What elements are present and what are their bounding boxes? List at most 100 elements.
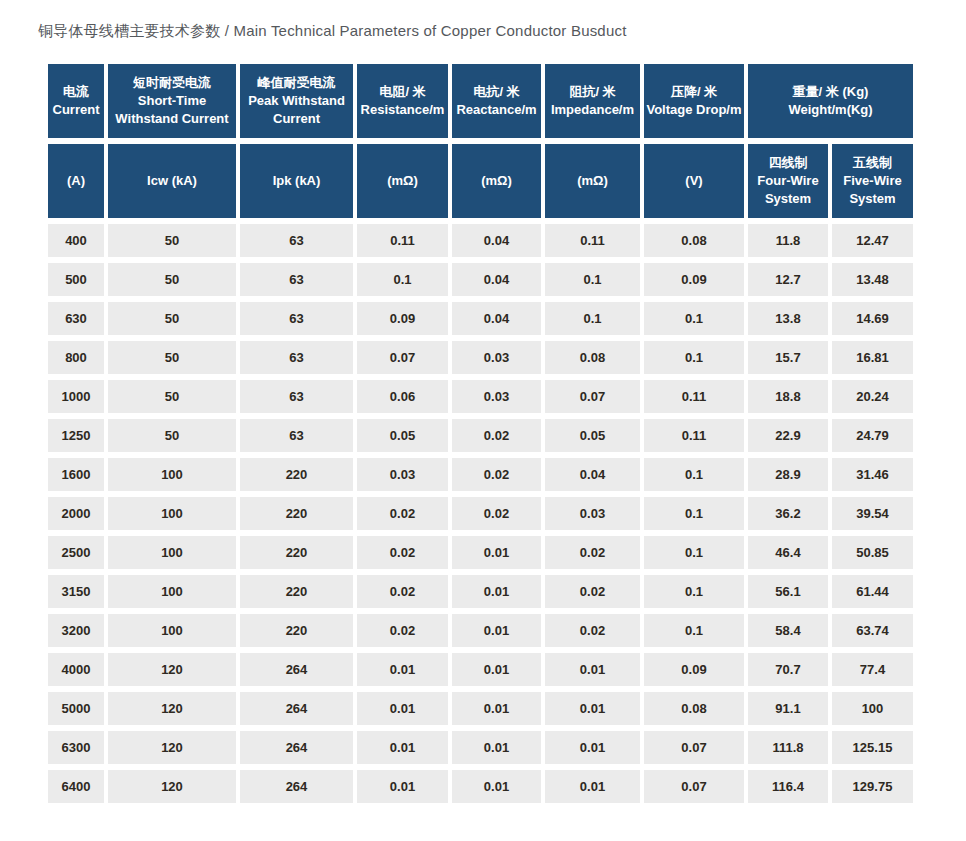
- header-voltage-drop-per-m: 压降/ 米Voltage Drop/m: [644, 64, 744, 138]
- cell-impedance-milliohm: 0.02: [545, 614, 640, 647]
- cell-voltage-drop-volts: 0.1: [644, 536, 744, 569]
- table-row: 40050630.110.040.110.0811.812.47: [48, 224, 913, 257]
- cell-five-wire-system: 39.54: [832, 497, 913, 530]
- cell-resistance-milliohm: 0.01: [357, 692, 448, 725]
- cell-unit-amps: 6300: [48, 731, 104, 764]
- cell-unit-amps: 800: [48, 341, 104, 374]
- cell-five-wire-system: 24.79: [832, 419, 913, 452]
- cell-five-wire-system: 16.81: [832, 341, 913, 374]
- cell-four-wire-system: 56.1: [748, 575, 828, 608]
- cell-icw-ka: 120: [108, 770, 236, 803]
- header-resistance-milliohm: (mΩ): [357, 144, 448, 218]
- cell-voltage-drop-volts: 0.1: [644, 341, 744, 374]
- cell-ipk-ka: 220: [240, 536, 353, 569]
- cell-four-wire-system: 28.9: [748, 458, 828, 491]
- cell-ipk-ka: 63: [240, 263, 353, 296]
- cell-five-wire-system: 129.75: [832, 770, 913, 803]
- cell-unit-amps: 4000: [48, 653, 104, 686]
- cell-reactance-milliohm: 0.01: [452, 731, 541, 764]
- cell-impedance-milliohm: 0.02: [545, 575, 640, 608]
- table-row: 64001202640.010.010.010.07116.4129.75: [48, 770, 913, 803]
- cell-voltage-drop-volts: 0.1: [644, 458, 744, 491]
- cell-resistance-milliohm: 0.07: [357, 341, 448, 374]
- cell-icw-ka: 100: [108, 575, 236, 608]
- cell-icw-ka: 100: [108, 614, 236, 647]
- cell-unit-amps: 400: [48, 224, 104, 257]
- cell-impedance-milliohm: 0.01: [545, 653, 640, 686]
- cell-impedance-milliohm: 0.05: [545, 419, 640, 452]
- cell-impedance-milliohm: 0.08: [545, 341, 640, 374]
- cell-ipk-ka: 63: [240, 419, 353, 452]
- cell-four-wire-system: 12.7: [748, 263, 828, 296]
- cell-impedance-milliohm: 0.01: [545, 731, 640, 764]
- cell-ipk-ka: 220: [240, 575, 353, 608]
- cell-ipk-ka: 264: [240, 770, 353, 803]
- header-short-time-withstand-current: 短时耐受电流Short-TimeWithstand Current: [108, 64, 236, 138]
- table-row: 63050630.090.040.10.113.814.69: [48, 302, 913, 335]
- cell-impedance-milliohm: 0.01: [545, 692, 640, 725]
- header-impedance-per-m: 阻抗/ 米Impedance/m: [545, 64, 640, 138]
- cell-four-wire-system: 13.8: [748, 302, 828, 335]
- cell-five-wire-system: 13.48: [832, 263, 913, 296]
- cell-five-wire-system: 31.46: [832, 458, 913, 491]
- cell-ipk-ka: 264: [240, 692, 353, 725]
- cell-icw-ka: 120: [108, 692, 236, 725]
- cell-voltage-drop-volts: 0.07: [644, 731, 744, 764]
- cell-voltage-drop-volts: 0.09: [644, 653, 744, 686]
- cell-voltage-drop-volts: 0.11: [644, 419, 744, 452]
- cell-voltage-drop-volts: 0.07: [644, 770, 744, 803]
- cell-ipk-ka: 264: [240, 653, 353, 686]
- cell-reactance-milliohm: 0.04: [452, 263, 541, 296]
- table-body: 40050630.110.040.110.0811.812.4750050630…: [48, 224, 913, 803]
- cell-ipk-ka: 220: [240, 497, 353, 530]
- cell-ipk-ka: 264: [240, 731, 353, 764]
- cell-voltage-drop-volts: 0.1: [644, 497, 744, 530]
- cell-ipk-ka: 63: [240, 341, 353, 374]
- table-row: 16001002200.030.020.040.128.931.46: [48, 458, 913, 491]
- busduct-parameters-table: 电流Current短时耐受电流Short-TimeWithstand Curre…: [44, 58, 917, 809]
- header-four-wire-system: 四线制Four-WireSystem: [748, 144, 828, 218]
- header-resistance-per-m: 电阻/ 米Resistance/m: [357, 64, 448, 138]
- cell-five-wire-system: 12.47: [832, 224, 913, 257]
- header-impedance-milliohm: (mΩ): [545, 144, 640, 218]
- cell-unit-amps: 5000: [48, 692, 104, 725]
- cell-resistance-milliohm: 0.02: [357, 497, 448, 530]
- cell-resistance-milliohm: 0.02: [357, 575, 448, 608]
- cell-unit-amps: 3150: [48, 575, 104, 608]
- cell-five-wire-system: 100: [832, 692, 913, 725]
- cell-reactance-milliohm: 0.03: [452, 380, 541, 413]
- cell-unit-amps: 2000: [48, 497, 104, 530]
- cell-impedance-milliohm: 0.03: [545, 497, 640, 530]
- header-row-2: (A)Icw (kA)Ipk (kA)(mΩ)(mΩ)(mΩ)(V)四线制Fou…: [48, 144, 913, 218]
- cell-voltage-drop-volts: 0.1: [644, 575, 744, 608]
- cell-five-wire-system: 20.24: [832, 380, 913, 413]
- cell-reactance-milliohm: 0.01: [452, 575, 541, 608]
- header-weight-per-m: 重量/ 米 (Kg)Weight/m(Kg): [748, 64, 913, 138]
- cell-four-wire-system: 36.2: [748, 497, 828, 530]
- cell-reactance-milliohm: 0.01: [452, 536, 541, 569]
- cell-icw-ka: 50: [108, 263, 236, 296]
- cell-reactance-milliohm: 0.02: [452, 497, 541, 530]
- table-row: 31501002200.020.010.020.156.161.44: [48, 575, 913, 608]
- cell-four-wire-system: 46.4: [748, 536, 828, 569]
- cell-unit-amps: 3200: [48, 614, 104, 647]
- table-row: 32001002200.020.010.020.158.463.74: [48, 614, 913, 647]
- cell-reactance-milliohm: 0.01: [452, 614, 541, 647]
- header-reactance-per-m: 电抗/ 米Reactance/m: [452, 64, 541, 138]
- cell-voltage-drop-volts: 0.08: [644, 692, 744, 725]
- cell-icw-ka: 50: [108, 224, 236, 257]
- cell-resistance-milliohm: 0.03: [357, 458, 448, 491]
- cell-impedance-milliohm: 0.1: [545, 302, 640, 335]
- cell-icw-ka: 120: [108, 731, 236, 764]
- page: 铜导体母线槽主要技术参数 / Main Technical Parameters…: [0, 0, 966, 841]
- cell-four-wire-system: 91.1: [748, 692, 828, 725]
- table-row: 100050630.060.030.070.1118.820.24: [48, 380, 913, 413]
- table-row: 25001002200.020.010.020.146.450.85: [48, 536, 913, 569]
- cell-icw-ka: 100: [108, 536, 236, 569]
- cell-reactance-milliohm: 0.02: [452, 458, 541, 491]
- cell-unit-amps: 1250: [48, 419, 104, 452]
- cell-icw-ka: 100: [108, 458, 236, 491]
- cell-resistance-milliohm: 0.01: [357, 770, 448, 803]
- table-row: 40001202640.010.010.010.0970.777.4: [48, 653, 913, 686]
- cell-icw-ka: 100: [108, 497, 236, 530]
